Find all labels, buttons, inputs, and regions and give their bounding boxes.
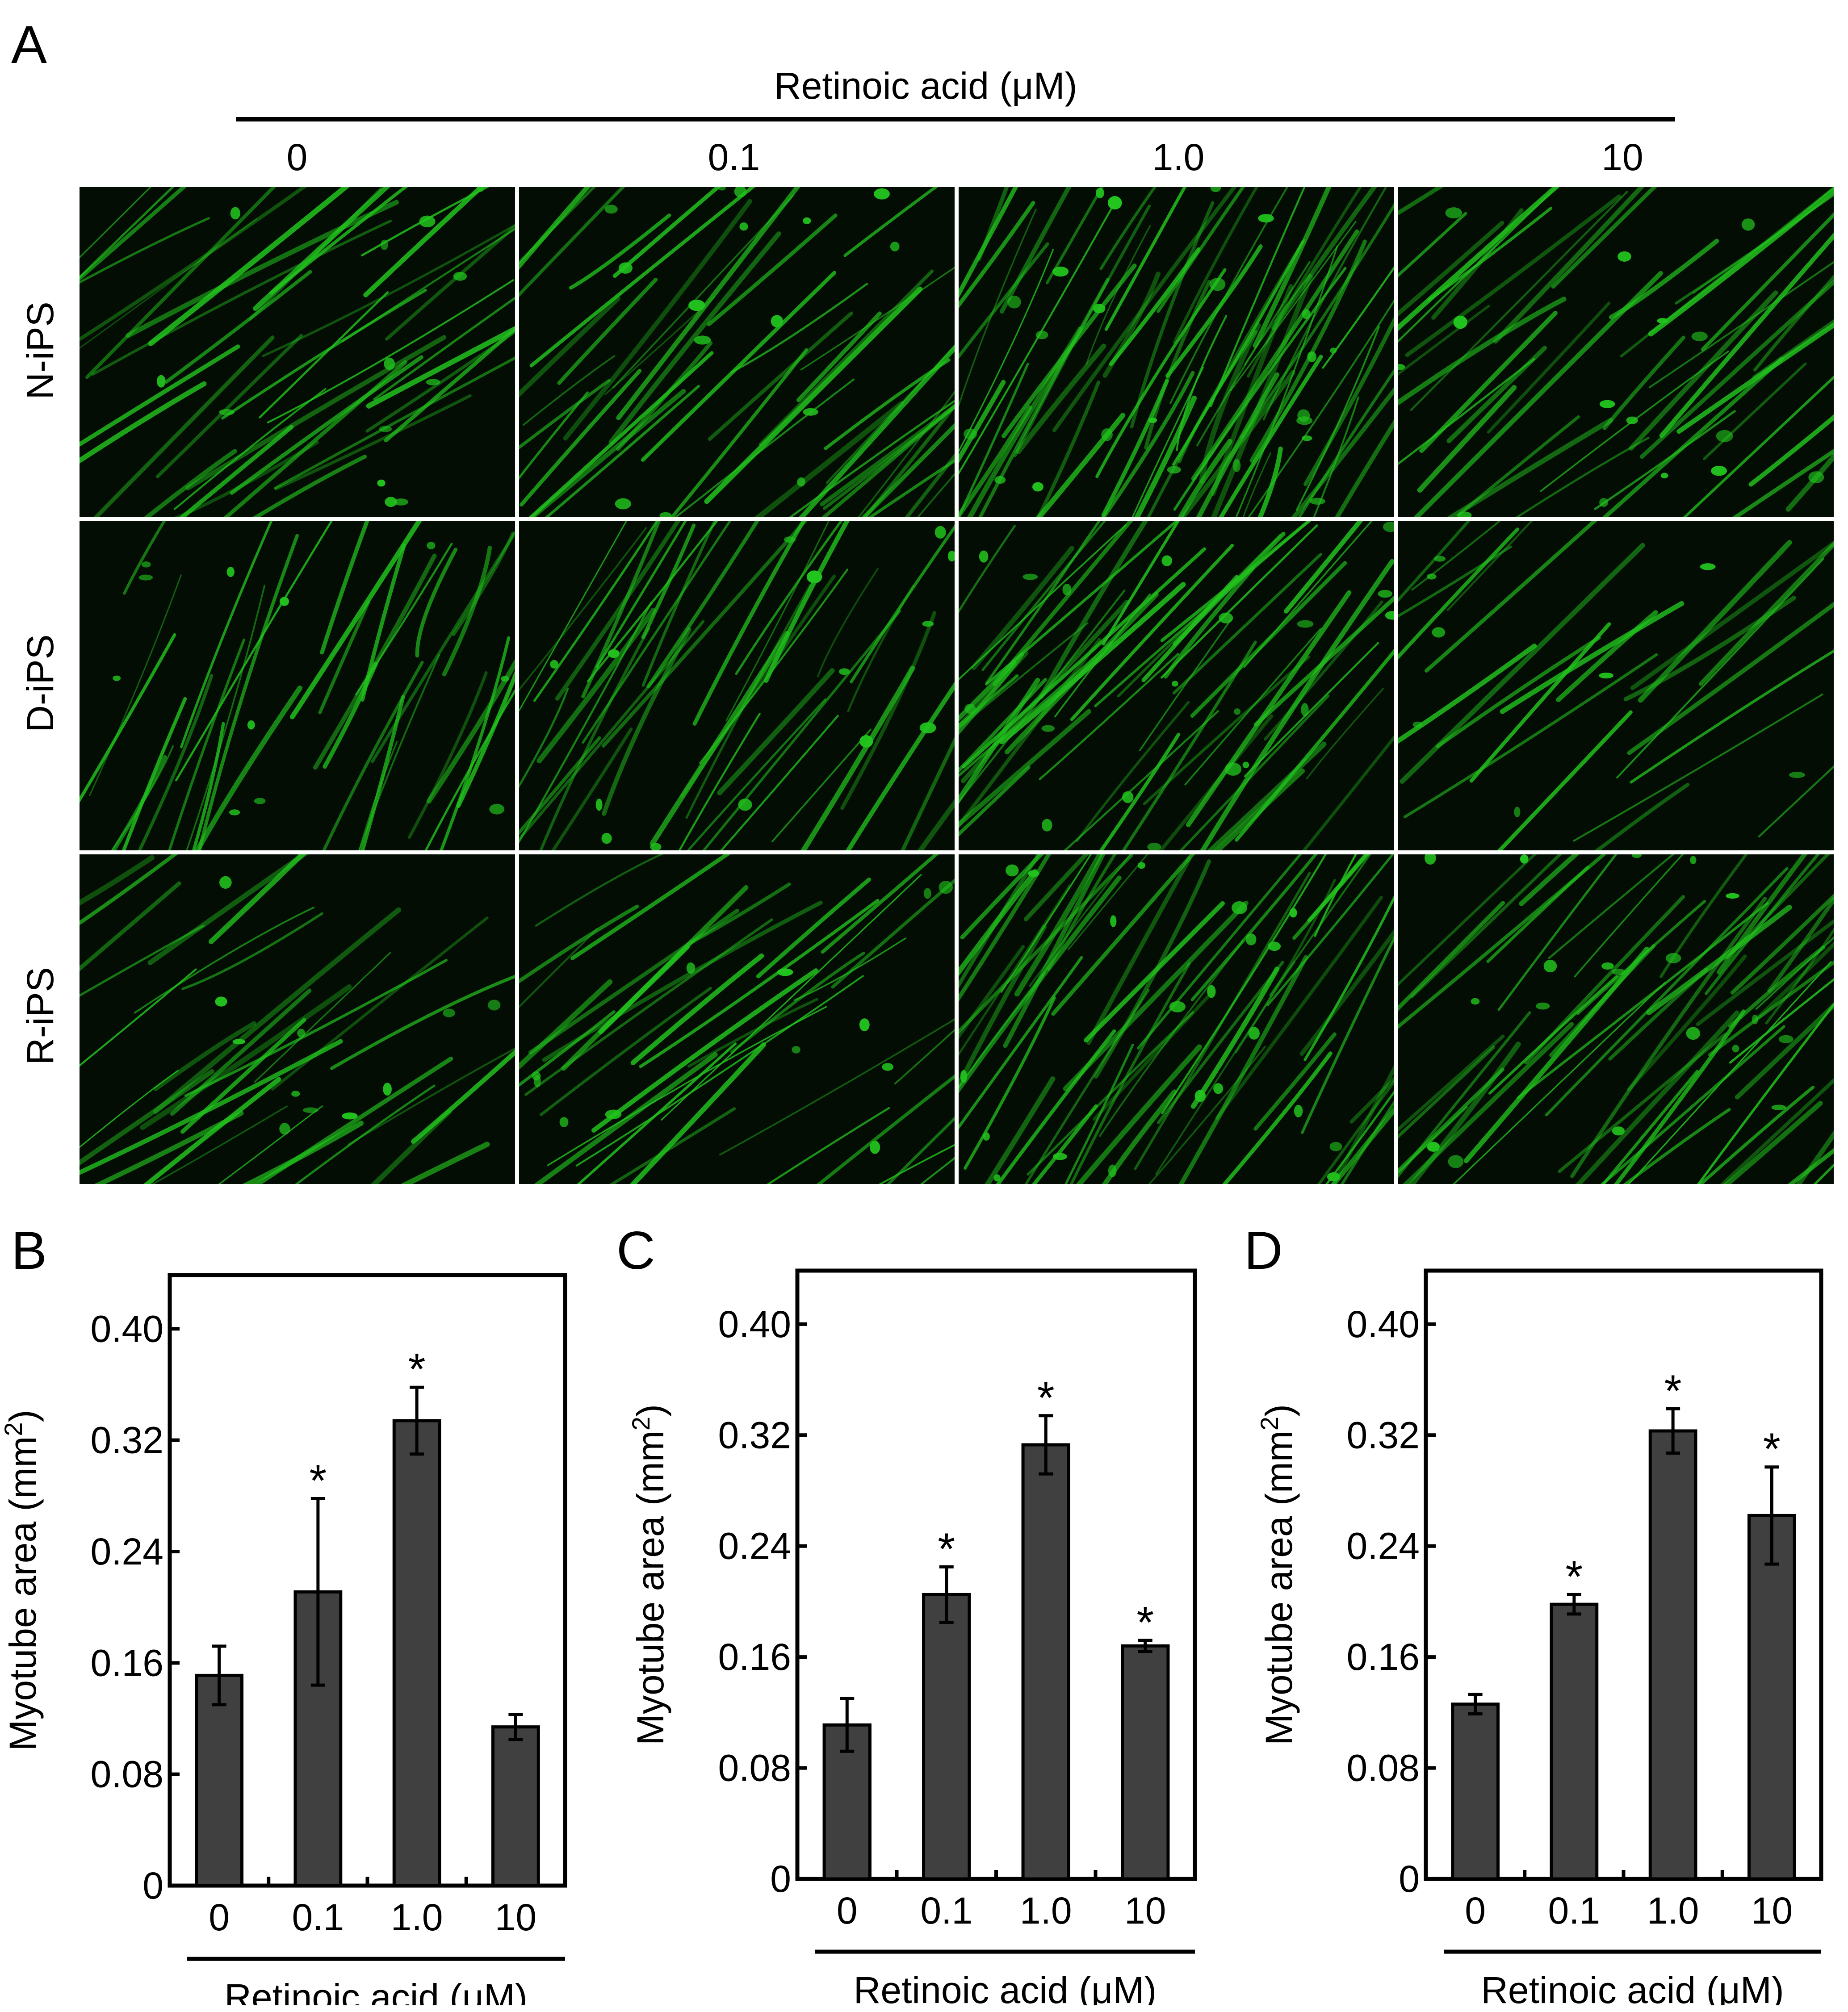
panel-a-conc-label: 0.1 [708,136,760,178]
y-tick-label: 0 [1399,1858,1420,1900]
bar [922,1593,971,1881]
x-category-label: 10 [1751,1890,1793,1932]
significance-marker: * [1037,1373,1055,1423]
significance-marker: * [1136,1598,1154,1648]
x-axis-label: Retinoic acid (μM) [854,1969,1157,2005]
y-tick-label: 0 [770,1858,791,1900]
significance-marker: * [1664,1366,1682,1416]
bar [392,1419,441,1887]
significance-marker: * [1565,1552,1583,1602]
x-category-label: 0 [837,1890,858,1932]
y-axis-label: Myotube area (mm2) [1255,1404,1300,1745]
bar [1021,1443,1070,1881]
panel-a-header-title: Retinoic acid (μM) [774,65,1077,107]
y-tick-label: 0.40 [91,1308,164,1350]
micrograph-R-iPS-0.1 [519,854,955,1184]
y-tick-label: 0.08 [718,1747,792,1789]
micrograph-N-iPS-1.0 [959,187,1394,517]
x-category-label: 0 [209,1896,230,1938]
micrograph-D-iPS-0.1 [519,521,955,850]
significance-marker: * [408,1344,426,1394]
bar [1121,1644,1170,1881]
bar [1648,1429,1697,1881]
y-tick-label: 0.40 [718,1303,792,1345]
x-category-label: 0.1 [920,1890,972,1932]
y-tick-label: 0.40 [1347,1303,1420,1345]
y-tick-label: 0.32 [1347,1414,1420,1456]
panel-a-row-label: N-iPS [19,301,61,400]
micrograph-D-iPS-0 [80,521,515,850]
x-category-label: 1.0 [1647,1890,1699,1932]
significance-marker: * [1763,1424,1781,1474]
micrograph-D-iPS-10 [1398,521,1834,850]
y-tick-label: 0.08 [1347,1747,1420,1789]
bar [195,1673,244,1887]
x-category-label: 10 [1124,1890,1166,1932]
panel-a-conc-label: 10 [1601,136,1643,178]
x-axis-label: Retinoic acid (μM) [224,1976,528,2005]
y-tick-label: 0.16 [91,1642,164,1684]
panel-letter-d: D [1244,1221,1283,1280]
panel-a-conc-label: 1.0 [1152,136,1205,178]
x-axis-label: Retinoic acid (μM) [1481,1969,1784,2005]
x-category-label: 1.0 [1020,1890,1072,1932]
x-category-label: 0 [1465,1890,1486,1932]
x-category-label: 10 [495,1896,536,1938]
chart-svg-b: 0 0.08 0.16 0.24 0.32 0.40 0 * 0.1 * 1.0 10 Retinoic… [0,1273,567,2005]
bar [1747,1514,1796,1881]
significance-marker: * [938,1524,955,1574]
bar [491,1725,540,1887]
panel-letter-b: B [11,1221,47,1280]
y-tick-label: 0 [142,1865,163,1907]
y-tick-label: 0.16 [1347,1636,1420,1678]
x-category-label: 1.0 [391,1896,443,1938]
y-axis-label: Myotube area (mm2) [627,1404,672,1745]
y-tick-label: 0.24 [718,1525,792,1567]
micrograph-R-iPS-1.0 [959,854,1394,1184]
bar [1550,1602,1599,1881]
y-tick-label: 0.32 [718,1414,792,1456]
y-axis-label: Myotube area (mm2) [0,1410,44,1751]
bar [1451,1702,1500,1881]
micrograph-N-iPS-10 [1398,187,1834,517]
y-tick-label: 0.16 [718,1636,792,1678]
chart-svg-c: 0 0.08 0.16 0.24 0.32 0.40 0 * 0.1 * 1.0 * 10 Retinoi… [627,1268,1197,2005]
x-category-label: 0.1 [1548,1890,1600,1932]
panel-a-row-label: D-iPS [19,634,61,732]
y-tick-label: 0.08 [91,1753,164,1795]
significance-marker: * [309,1456,327,1506]
chart-svg-d: 0 0.08 0.16 0.24 0.32 0.40 0 * 0.1 * 1.0 * 10 Retinoi… [1255,1268,1823,2005]
micrograph-D-iPS-1.0 [959,521,1394,850]
y-tick-label: 0.32 [91,1419,164,1461]
y-tick-label: 0.24 [1347,1525,1420,1567]
micrograph-R-iPS-0 [80,854,515,1184]
micrograph-N-iPS-0.1 [519,187,955,517]
y-tick-label: 0.24 [91,1531,164,1573]
panel-letter-a: A [11,15,47,75]
micrograph-R-iPS-10 [1398,854,1834,1184]
micrograph-N-iPS-0 [80,187,515,517]
micrograph-grid [80,187,1834,1184]
panel-a-conc-label: 0 [286,136,308,178]
panel-letter-c: C [616,1221,655,1280]
x-category-label: 0.1 [292,1896,344,1938]
panel-a-row-label: R-iPS [19,967,61,1065]
panel-a-header-rule [236,117,1675,121]
